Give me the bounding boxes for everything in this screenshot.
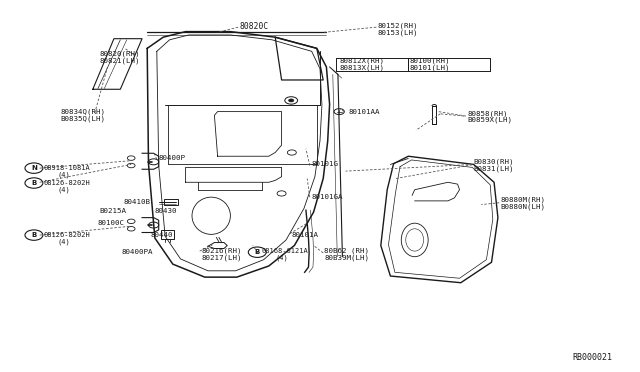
Text: 80430: 80430 — [155, 208, 177, 214]
Text: N: N — [31, 165, 37, 171]
Text: B0830(RH): B0830(RH) — [474, 158, 514, 165]
Text: 80820(RH): 80820(RH) — [99, 51, 140, 57]
Text: RB000021: RB000021 — [573, 353, 613, 362]
Bar — [161, 230, 174, 239]
Text: B0831(LH): B0831(LH) — [474, 165, 514, 172]
Text: (4): (4) — [58, 171, 70, 178]
Text: 80101G: 80101G — [312, 161, 339, 167]
Text: (4): (4) — [58, 238, 70, 245]
Circle shape — [289, 99, 294, 102]
Bar — [164, 199, 178, 205]
Text: B0859X(LH): B0859X(LH) — [467, 117, 512, 124]
Text: 80813X(LH): 80813X(LH) — [339, 64, 384, 71]
Text: 80820C: 80820C — [240, 22, 269, 31]
Text: 80410B: 80410B — [124, 199, 150, 205]
Text: 80880M(RH): 80880M(RH) — [500, 197, 545, 203]
Text: 80152(RH): 80152(RH) — [378, 23, 418, 29]
Text: B0835Q(LH): B0835Q(LH) — [61, 115, 106, 122]
Text: 80821(LH): 80821(LH) — [99, 58, 140, 64]
Text: 08168-6121A: 08168-6121A — [261, 248, 308, 254]
Text: 80858(RH): 80858(RH) — [467, 110, 508, 117]
Text: B: B — [31, 180, 36, 186]
Text: 08126-8202H: 08126-8202H — [44, 232, 90, 238]
Text: 80101GA: 80101GA — [312, 194, 343, 200]
Text: 80834Q(RH): 80834Q(RH) — [61, 108, 106, 115]
Text: 80100(RH): 80100(RH) — [410, 58, 450, 64]
Text: 80812X(RH): 80812X(RH) — [339, 58, 384, 64]
Text: 80101A: 80101A — [292, 232, 319, 238]
Text: 08126-8202H: 08126-8202H — [44, 180, 90, 186]
Text: 80400P: 80400P — [159, 155, 186, 161]
Text: B: B — [255, 249, 260, 255]
Text: 80400PA: 80400PA — [122, 249, 153, 255]
Text: 80216(RH): 80216(RH) — [202, 248, 242, 254]
Text: 80B39M(LH): 80B39M(LH) — [324, 254, 369, 261]
Text: 80101AA: 80101AA — [349, 109, 380, 115]
Text: 80217(LH): 80217(LH) — [202, 254, 242, 261]
Text: (4): (4) — [275, 254, 288, 261]
Text: 08918-1081A: 08918-1081A — [44, 165, 90, 171]
Text: B0880N(LH): B0880N(LH) — [500, 203, 545, 210]
Text: 80440: 80440 — [150, 232, 173, 238]
Text: 80153(LH): 80153(LH) — [378, 29, 418, 36]
Text: 80B62 (RH): 80B62 (RH) — [324, 248, 369, 254]
Text: (4): (4) — [58, 186, 70, 193]
Text: B: B — [31, 232, 36, 238]
Text: 80100C: 80100C — [97, 220, 124, 226]
Text: B0215A: B0215A — [99, 208, 126, 214]
Text: 80101(LH): 80101(LH) — [410, 64, 450, 71]
